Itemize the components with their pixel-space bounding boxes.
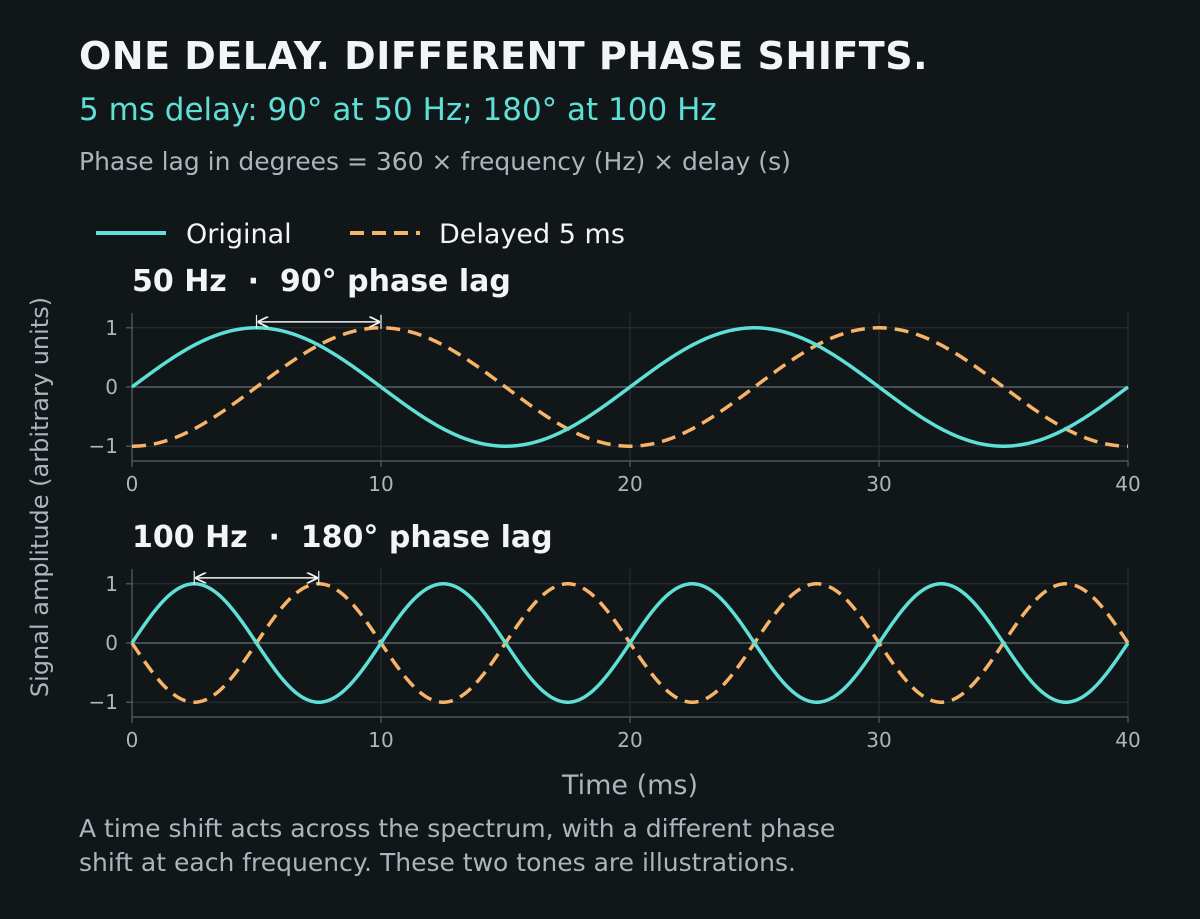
chart-title: ONE DELAY. DIFFERENT PHASE SHIFTS. [79,34,929,78]
panel-title-100hz: 100 Hz · 180° phase lag [132,520,553,555]
x-tick-label: 10 [368,728,393,752]
panel-title-50hz: 50 Hz · 90° phase lag [132,264,511,299]
series-original-line [130,582,1130,704]
x-tick-label: 20 [617,728,642,752]
x-tick-label: 0 [126,728,139,752]
footnote: A time shift acts across the spectrum, w… [79,812,1129,880]
x-tick-label: 20 [617,472,642,496]
x-tick-label: 10 [368,472,393,496]
x-tick-label: 40 [1115,472,1140,496]
x-axis-label: Time (ms) [561,770,698,801]
legend-delayed-label: Delayed 5 ms [439,219,625,250]
y-axis-label: Signal amplitude (arbitrary units) [26,297,54,697]
phase-formula: Phase lag in degrees = 360 × frequency (… [79,147,791,176]
x-tick-label: 0 [126,472,139,496]
x-tick-label: 40 [1115,728,1140,752]
series-delayed-line [131,326,1129,448]
footnote-line-2: shift at each frequency. These two tones… [79,848,796,877]
x-tick-label: 30 [866,472,891,496]
y-tick-label: −1 [89,690,118,714]
y-tick-label: −1 [89,434,118,458]
series-original-line [130,326,1130,448]
chart-subtitle: 5 ms delay: 90° at 50 Hz; 180° at 100 Hz [79,92,717,128]
legend: Original Delayed 5 ms [96,219,625,250]
footnote-line-1: A time shift acts across the spectrum, w… [79,814,836,843]
y-tick-label: 1 [105,316,118,340]
x-tick-label: 30 [866,728,891,752]
y-tick-label: 1 [105,572,118,596]
y-tick-label: 0 [105,631,118,655]
legend-original-label: Original [186,219,292,250]
y-tick-label: 0 [105,375,118,399]
